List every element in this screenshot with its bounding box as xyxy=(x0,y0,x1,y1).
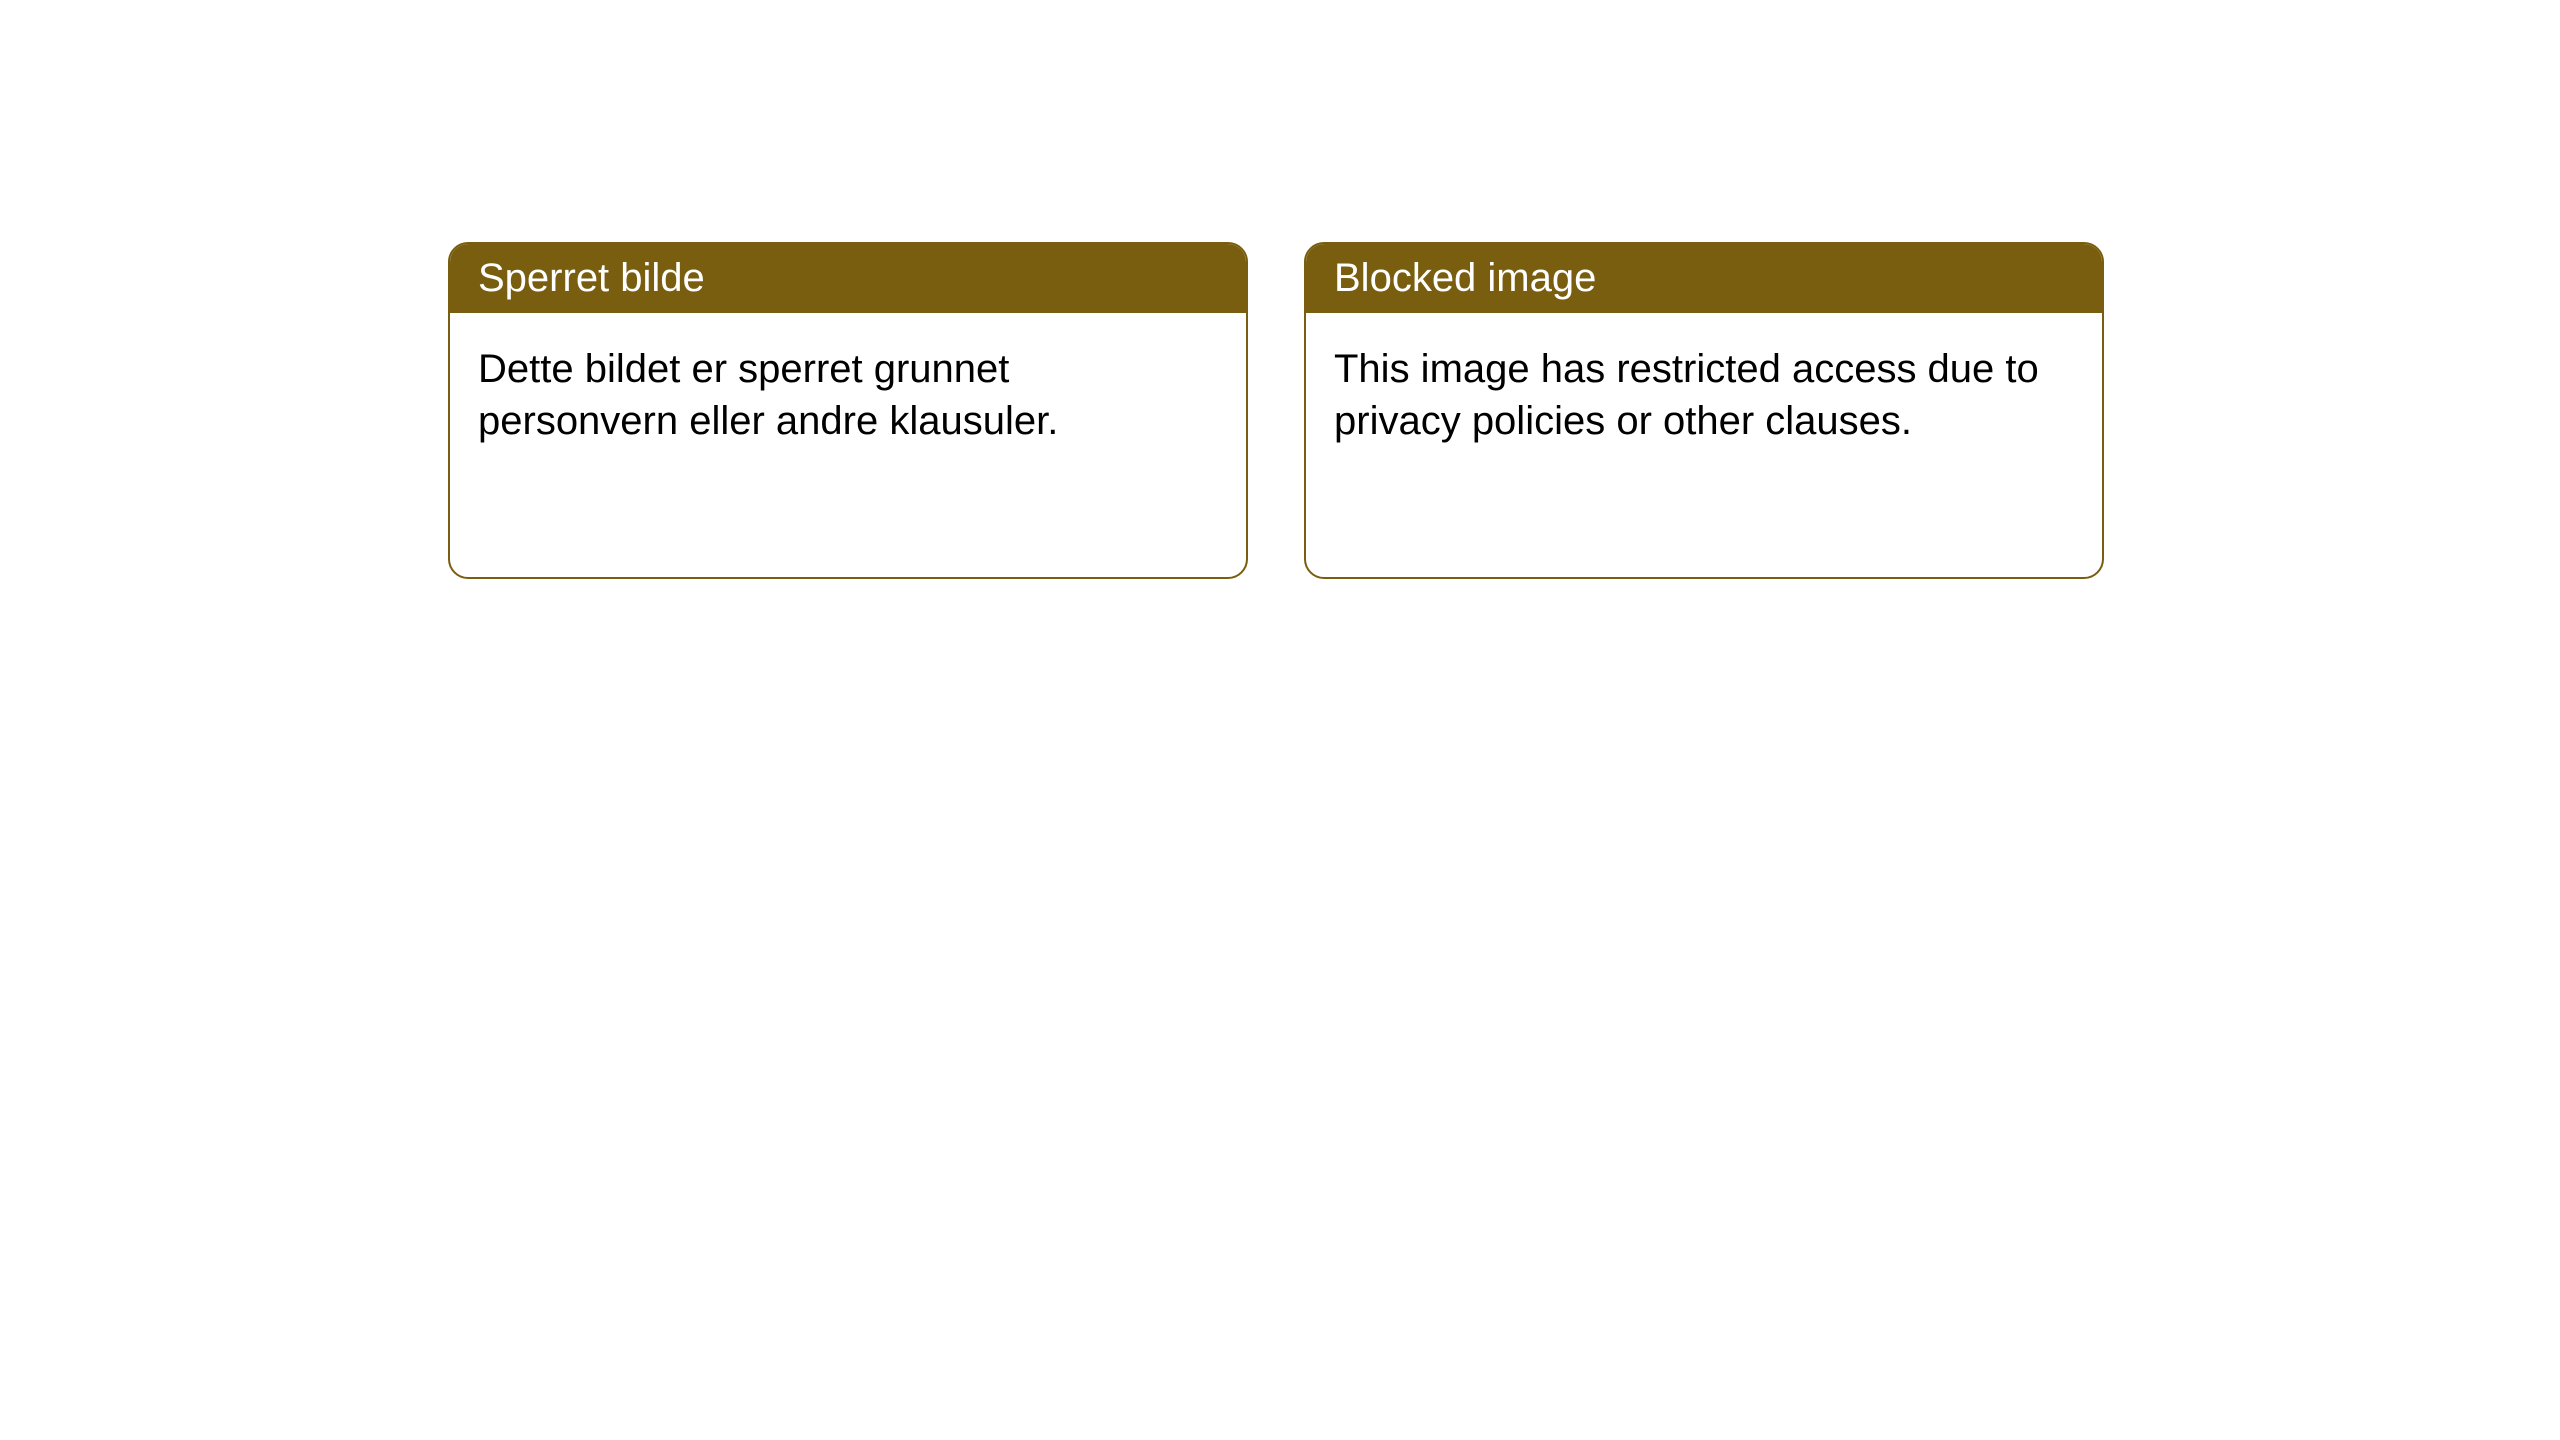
notice-header-text: Sperret bilde xyxy=(478,256,705,300)
notice-body: This image has restricted access due to … xyxy=(1306,313,2102,477)
notice-body-text: Dette bildet er sperret grunnet personve… xyxy=(478,347,1058,443)
notice-card-english: Blocked image This image has restricted … xyxy=(1304,242,2104,579)
notice-header-text: Blocked image xyxy=(1334,256,1596,300)
notice-header: Sperret bilde xyxy=(450,244,1246,313)
notice-header: Blocked image xyxy=(1306,244,2102,313)
notice-card-norwegian: Sperret bilde Dette bildet er sperret gr… xyxy=(448,242,1248,579)
notice-body-text: This image has restricted access due to … xyxy=(1334,347,2039,443)
notice-body: Dette bildet er sperret grunnet personve… xyxy=(450,313,1246,477)
notice-container: Sperret bilde Dette bildet er sperret gr… xyxy=(448,242,2104,579)
